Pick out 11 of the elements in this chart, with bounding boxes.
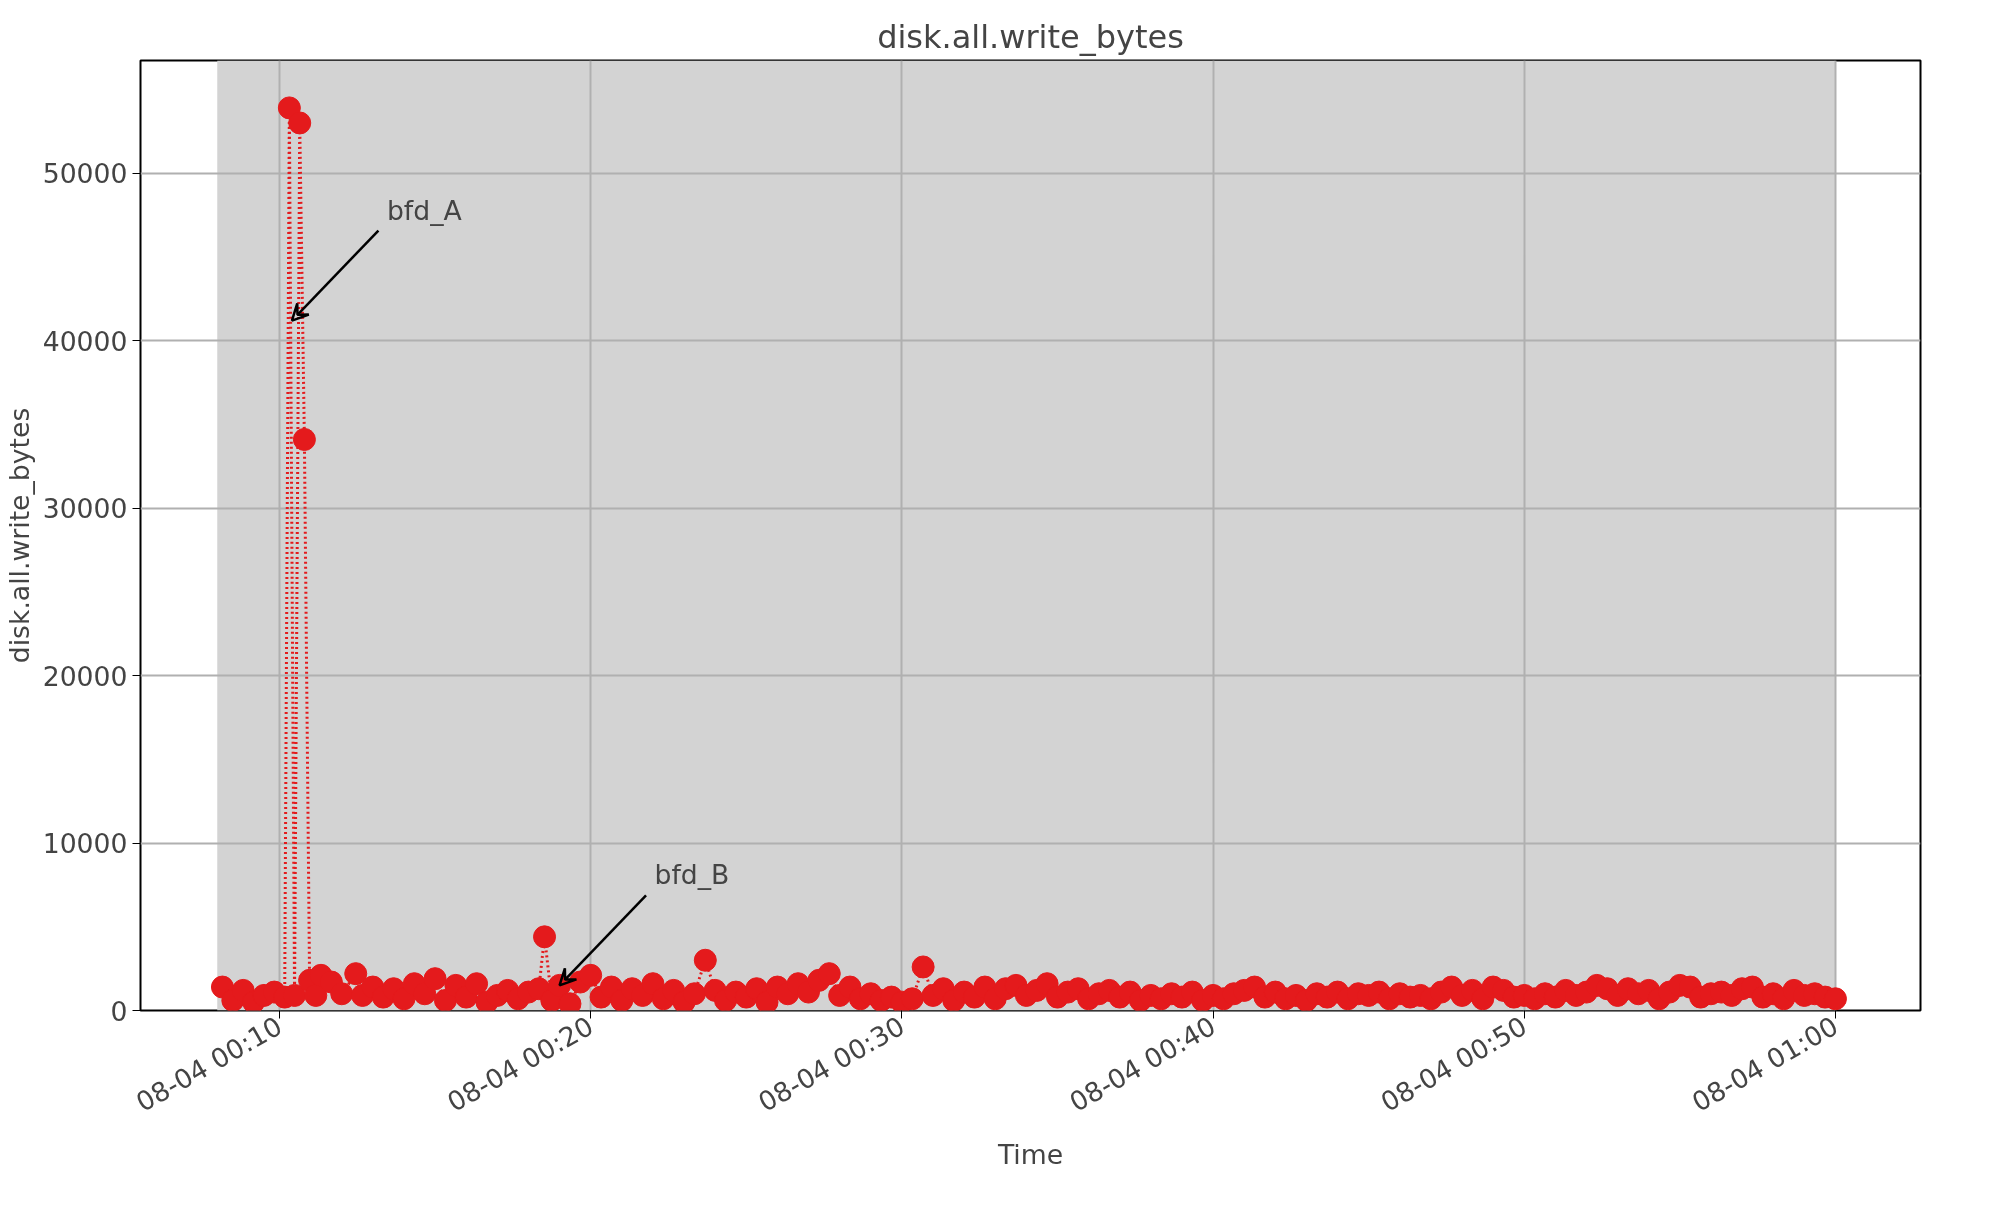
y-tick-label: 20000: [42, 660, 128, 692]
y-axis-title: disk.all.write_bytes: [3, 407, 35, 664]
y-tick-label: 10000: [42, 828, 128, 860]
y-tick-label: 30000: [42, 493, 128, 525]
annotation: bfd_B: [654, 859, 730, 891]
y-tick-label: 0: [110, 995, 128, 1027]
y-tick-label: 50000: [42, 158, 128, 190]
x-axis-title: Time: [996, 1139, 1064, 1171]
annotation: bfd_A: [386, 194, 463, 226]
y-tick-label: 40000: [42, 325, 128, 357]
chart-title: disk.all.write_bytes: [877, 17, 1184, 56]
